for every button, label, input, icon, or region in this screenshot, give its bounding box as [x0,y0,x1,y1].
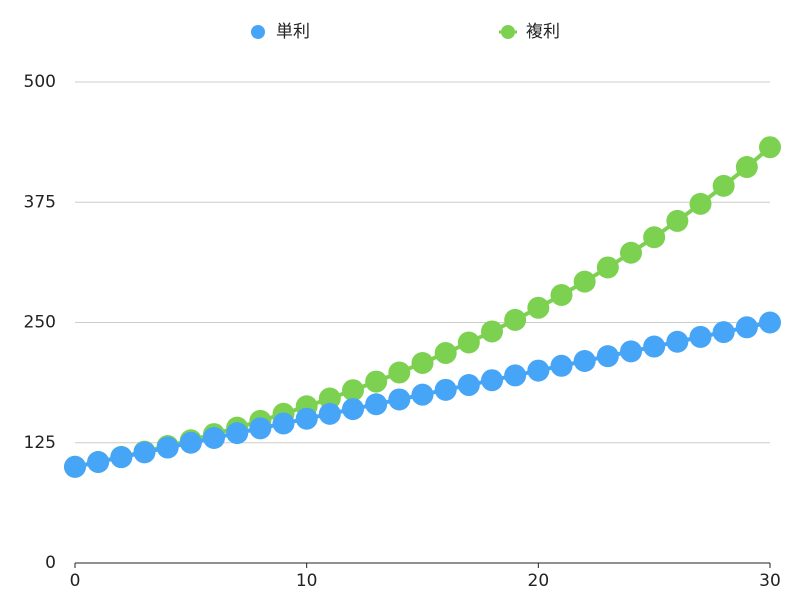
point [735,316,758,339]
point [527,359,550,382]
legend-marker [251,25,265,39]
point [388,361,411,384]
point [759,311,781,334]
point [620,340,642,363]
point [388,388,411,411]
point [550,354,573,377]
point [666,209,689,232]
point [365,370,388,393]
point [504,364,527,387]
point [318,387,341,410]
point [156,436,179,459]
point [666,330,689,353]
point [573,349,596,372]
x-tick-label: 30 [759,571,781,591]
point [527,296,550,319]
point [504,308,527,331]
point [759,136,781,159]
y-tick-label: 500 [24,72,56,92]
point [342,379,364,402]
point [689,192,712,215]
point [434,341,457,364]
x-tick-label: 0 [70,571,81,591]
point [712,321,735,344]
y-tick-label: 0 [45,553,56,573]
point [457,331,480,354]
point [318,402,341,425]
point [620,241,642,264]
point [133,441,156,464]
point [411,352,434,375]
point [365,393,388,416]
point [249,417,272,440]
point [457,374,480,397]
series-line [74,145,772,469]
point [64,455,86,478]
point [735,156,758,179]
point [342,398,364,421]
legend-marker [501,25,515,39]
point [596,345,619,368]
x-tick-label: 10 [296,571,318,591]
y-tick-label: 375 [24,192,56,212]
y-tick-label: 125 [24,433,56,453]
point [295,407,318,430]
y-tick-label: 250 [24,313,56,333]
point [573,270,596,293]
point [203,426,225,449]
point [712,174,735,197]
point [272,412,295,435]
point [411,383,434,406]
x-tick-label: 20 [528,571,550,591]
point [550,283,573,306]
point [689,325,712,348]
point [110,446,133,469]
point [179,431,202,454]
point [643,335,666,358]
point [481,369,503,392]
point [643,226,666,249]
legend-label: 複利 [526,22,560,42]
point [481,320,503,343]
legend-label: 単利 [276,22,310,42]
point [434,378,457,401]
point [226,422,249,445]
point [87,450,110,473]
point [596,256,619,279]
